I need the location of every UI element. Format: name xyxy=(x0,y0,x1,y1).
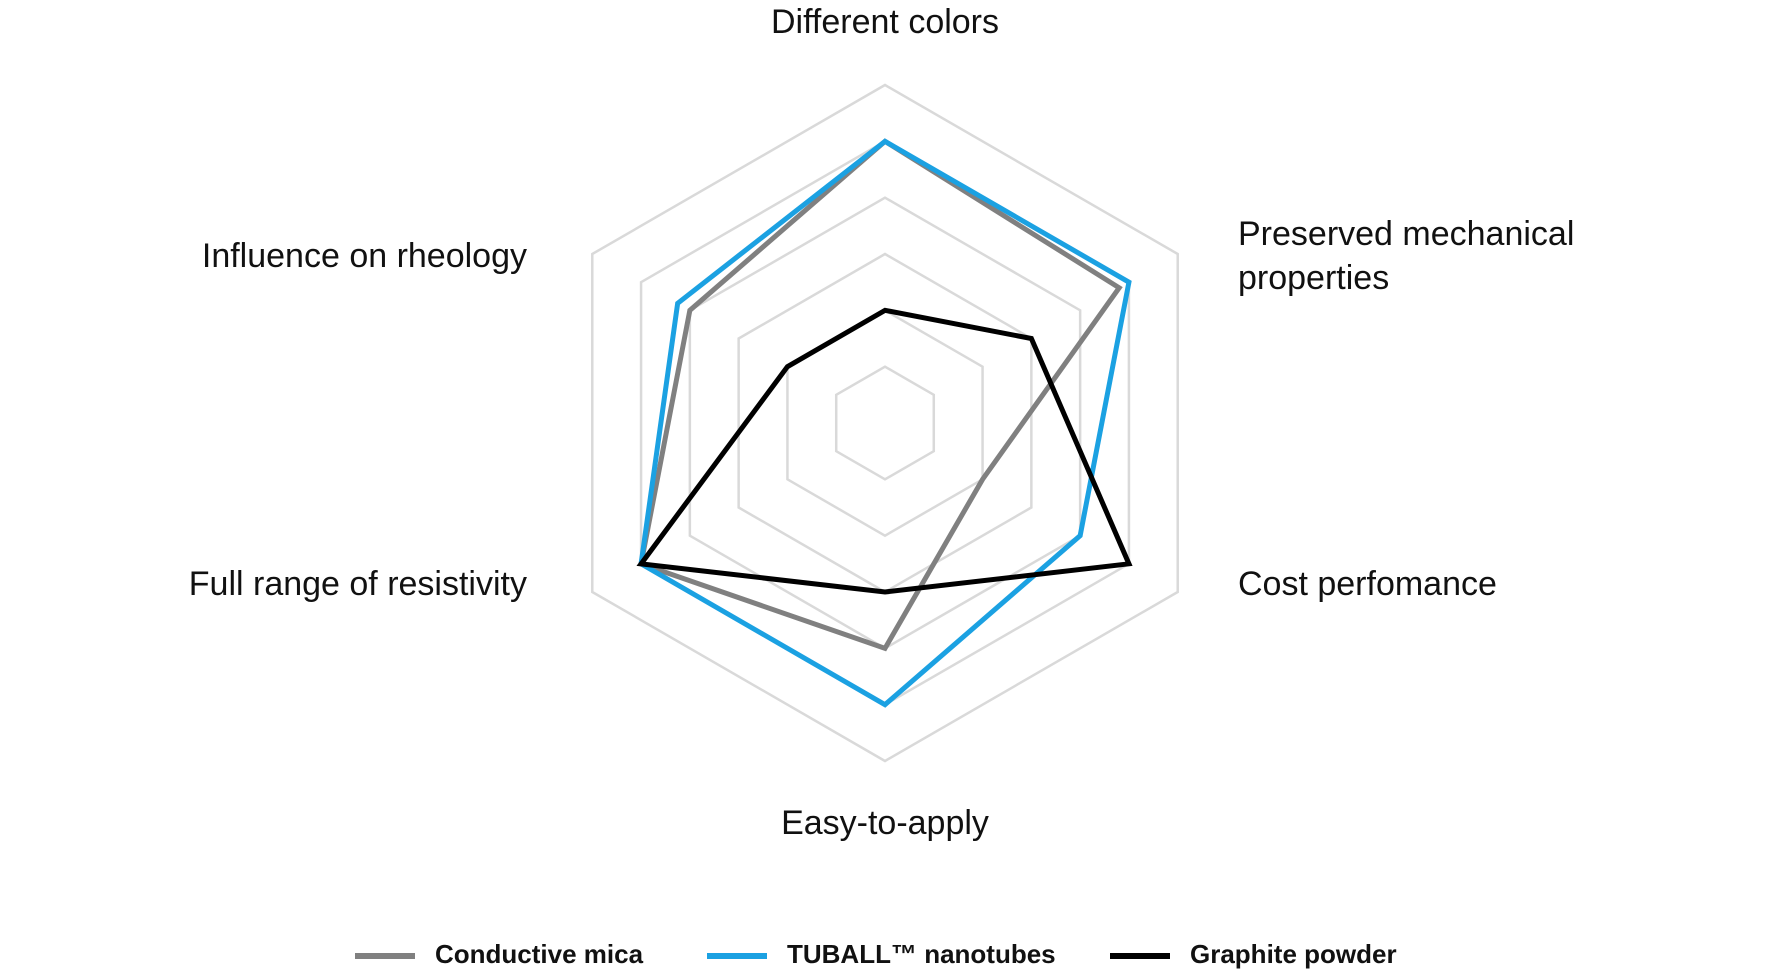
grid-ring xyxy=(834,365,936,481)
grid-ring xyxy=(639,139,1131,707)
series-line xyxy=(638,138,1132,708)
axis-label: Cost perfomance xyxy=(1238,565,1497,603)
axis-label: Full range of resistivity xyxy=(188,565,527,603)
series-line xyxy=(638,138,1123,652)
grid-ring xyxy=(591,83,1179,763)
axis-label: Easy-to-apply xyxy=(781,804,989,842)
series-line xyxy=(636,307,1133,595)
axis-label: Preserved mechanical properties xyxy=(1238,215,1575,297)
grid-ring xyxy=(737,252,1033,594)
grid-ring xyxy=(786,308,984,538)
axis-label: Influence on rheology xyxy=(201,237,527,275)
axis-label: Different colors xyxy=(770,3,1000,41)
legend-label: Graphite powder xyxy=(1190,939,1397,969)
legend-label: Conductive mica xyxy=(435,939,644,969)
legend-label: TUBALL™ nanotubes xyxy=(787,939,1056,969)
